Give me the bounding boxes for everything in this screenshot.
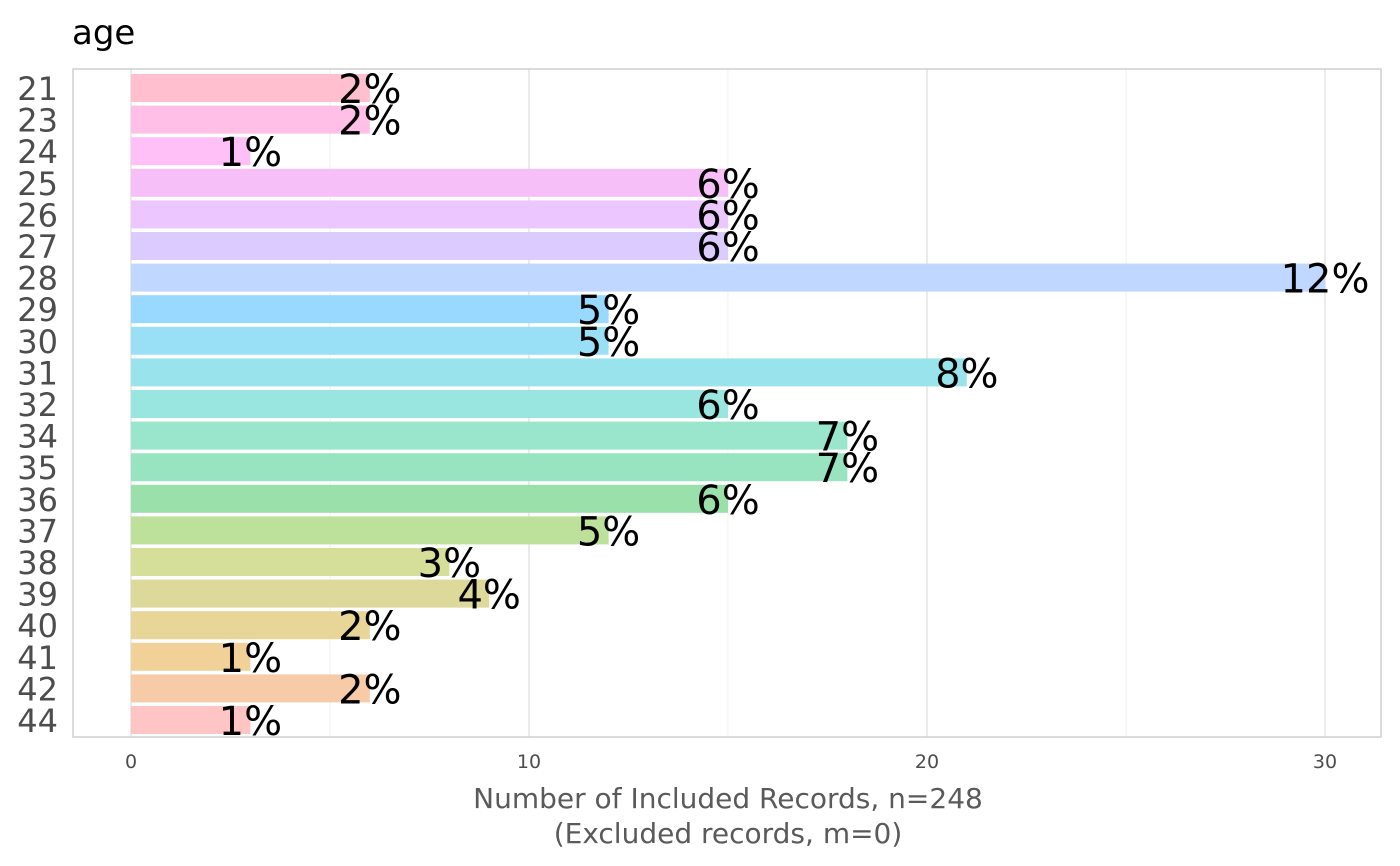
bar-age-35 <box>131 453 848 482</box>
bar-age-36 <box>131 484 728 513</box>
bar-age-37 <box>131 516 609 545</box>
x-axis-label-line2: (Excluded records, m=0) <box>554 817 903 850</box>
data-label: 3% <box>418 541 481 587</box>
y-axis-ticks: 2123242526272829303132343536373839404142… <box>17 70 58 740</box>
y-tick-label: 37 <box>17 512 58 550</box>
data-label: 2% <box>338 67 401 113</box>
x-axis-ticks: 0 10 20 30 <box>125 751 1337 773</box>
data-label: 2% <box>338 99 401 145</box>
y-tick-label: 34 <box>17 418 58 456</box>
y-tick-label: 38 <box>17 544 58 582</box>
bar-age-28 <box>131 263 1325 292</box>
bar-age-32 <box>131 390 728 418</box>
y-tick-label: 39 <box>17 576 58 614</box>
y-tick-label: 27 <box>17 228 58 266</box>
y-tick-label: 40 <box>17 607 58 645</box>
y-tick-label: 42 <box>17 670 58 708</box>
y-tick-label: 26 <box>17 196 58 234</box>
data-label: 6% <box>696 383 759 429</box>
data-label: 2% <box>338 604 401 650</box>
data-label: 6% <box>696 225 759 271</box>
bar-age-39 <box>131 579 490 608</box>
x-tick-label: 30 <box>1313 751 1337 773</box>
bar-age-44 <box>131 706 251 734</box>
data-label: 1% <box>219 699 282 745</box>
data-label: 6% <box>696 478 759 524</box>
data-label: 5% <box>577 288 640 334</box>
data-label: 2% <box>338 667 401 713</box>
bar-age-27 <box>131 232 728 260</box>
data-label: 8% <box>935 351 998 397</box>
y-tick-label: 29 <box>17 291 58 329</box>
y-tick-label: 21 <box>17 70 58 108</box>
y-tick-label: 24 <box>17 133 58 171</box>
bar-age-30 <box>131 326 609 355</box>
y-tick-label: 31 <box>17 354 58 392</box>
bar-age-38 <box>131 548 450 576</box>
bar-age-42 <box>131 674 370 703</box>
data-labels: 2%2%1%6%6%6%12%5%5%8%6%7%7%6%5%3%4%2%1%2… <box>219 67 1370 745</box>
data-label: 7% <box>816 446 879 492</box>
data-label: 1% <box>219 130 282 176</box>
bar-age-40 <box>131 611 370 640</box>
bar-age-23 <box>131 105 370 134</box>
data-label: 12% <box>1281 257 1370 303</box>
bar-age-26 <box>131 200 728 229</box>
chart-title: age <box>72 13 135 53</box>
data-label: 4% <box>457 573 520 619</box>
x-tick-label: 20 <box>915 751 939 773</box>
data-label: 5% <box>577 320 640 366</box>
bar-age-29 <box>131 295 609 324</box>
y-tick-label: 41 <box>17 639 58 677</box>
y-tick-label: 36 <box>17 481 58 519</box>
data-label: 6% <box>696 162 759 208</box>
bar-age-31 <box>131 358 967 387</box>
bar-age-34 <box>131 421 848 450</box>
panel-border <box>72 68 1382 738</box>
bar-age-25 <box>131 168 728 197</box>
x-axis-label-line1: Number of Included Records, n=248 <box>473 782 983 815</box>
y-tick-label: 23 <box>17 102 58 140</box>
bar-age-41 <box>131 642 251 671</box>
y-tick-label: 35 <box>17 449 58 487</box>
y-tick-label: 28 <box>17 260 58 298</box>
data-label: 5% <box>577 509 640 555</box>
y-tick-label: 44 <box>17 702 58 740</box>
data-label: 1% <box>219 636 282 682</box>
bar-age-24 <box>131 137 251 166</box>
y-tick-label: 30 <box>17 323 58 361</box>
y-tick-label: 25 <box>17 165 58 203</box>
x-tick-label: 0 <box>125 751 137 773</box>
y-tick-label: 32 <box>17 386 58 424</box>
data-label: 6% <box>696 193 759 239</box>
x-tick-label: 10 <box>517 751 541 773</box>
bars <box>131 74 1325 734</box>
data-label: 7% <box>816 415 879 461</box>
bar-age-21 <box>131 74 370 102</box>
